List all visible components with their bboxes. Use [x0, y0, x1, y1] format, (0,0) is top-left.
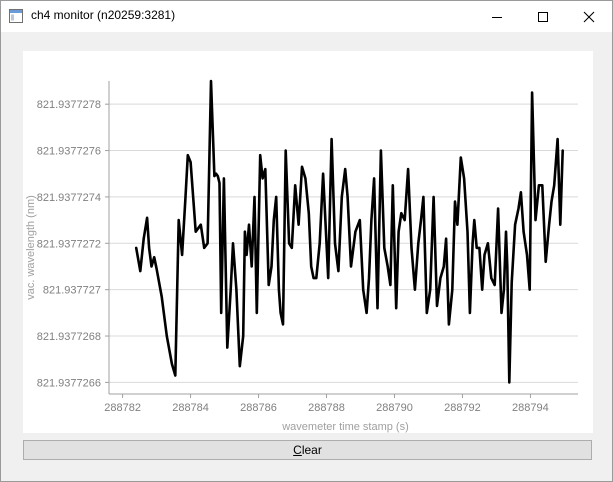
- x-axis-title: wavemeter time stamp (s): [281, 421, 409, 433]
- y-tick-label: 821.9377276: [37, 146, 101, 158]
- minimize-button[interactable]: [474, 1, 520, 32]
- window-title: ch4 monitor (n20259:3281): [31, 8, 176, 22]
- plot-area: 821.9377266 821.9377268 821.937727 821.9377…: [23, 51, 593, 433]
- y-tick-label: 821.9377272: [37, 238, 101, 250]
- y-tick-label: 821.9377266: [37, 377, 101, 389]
- series-line-ch4: [134, 79, 565, 384]
- wavelength-chart: 821.9377266 821.9377268 821.937727 821.9377…: [25, 79, 578, 433]
- y-axis-title: vac. wavelength (nm): [25, 195, 37, 300]
- maximize-icon: [538, 11, 548, 22]
- x-tick-label: 288790: [376, 402, 413, 414]
- title-bar[interactable]: ch4 monitor (n20259:3281): [1, 1, 612, 32]
- y-tick-label: 821.9377274: [37, 192, 101, 204]
- maximize-button[interactable]: [520, 1, 566, 32]
- clear-button-label: lear: [301, 443, 322, 457]
- x-tick-label: 288788: [308, 402, 345, 414]
- minimize-icon: [492, 16, 502, 18]
- clear-button[interactable]: Clear: [23, 440, 592, 460]
- close-icon: [583, 11, 595, 22]
- clear-button-mnemonic: C: [293, 443, 302, 457]
- y-tick-label: 821.9377268: [37, 331, 101, 343]
- app-window-icon: [9, 9, 23, 23]
- x-tick-label: 288786: [240, 402, 277, 414]
- x-tick-label: 288784: [172, 402, 209, 414]
- y-tick-label: 821.9377278: [37, 99, 101, 111]
- close-button[interactable]: [566, 1, 612, 32]
- y-tick-label: 821.937727: [43, 285, 101, 297]
- x-tick-label: 288792: [444, 402, 481, 414]
- x-tick-label: 288782: [104, 402, 141, 414]
- x-tick-label: 288794: [512, 402, 549, 414]
